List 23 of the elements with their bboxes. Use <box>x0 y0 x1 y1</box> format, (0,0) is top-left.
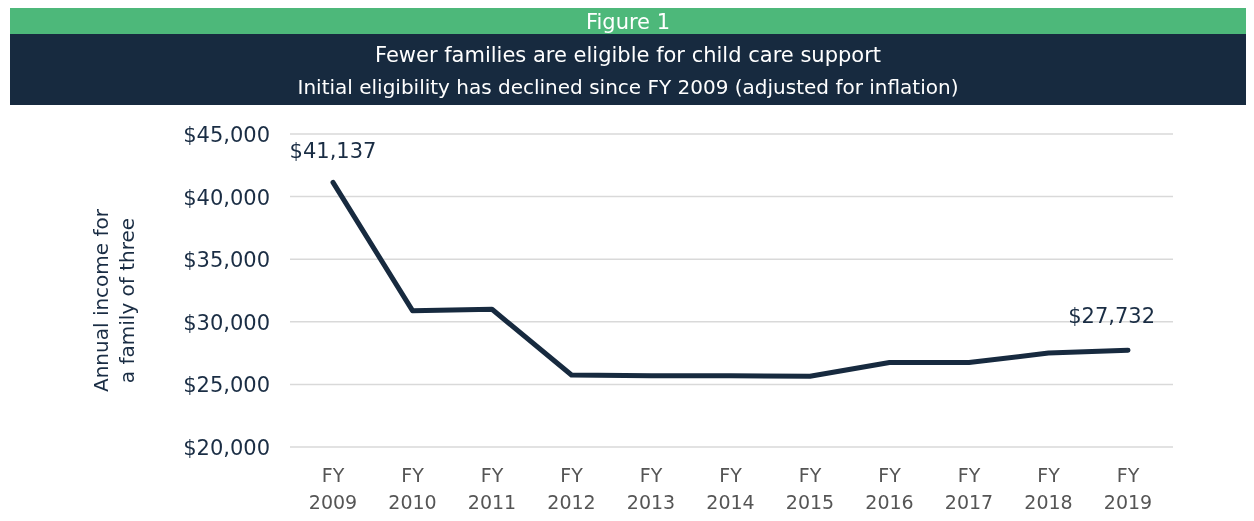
x-tick-label: FY 2010 <box>388 464 437 513</box>
x-tick-label: FY 2009 <box>308 464 358 513</box>
y-tick-label: $40,000 <box>183 185 270 210</box>
x-tick-label: FY 2012 <box>547 464 596 513</box>
x-tick-label: FY 2013 <box>626 464 676 513</box>
annotation: $27,732 <box>1068 304 1155 329</box>
y-tick-label: $45,000 <box>183 123 270 147</box>
x-tick-label: FY 2014 <box>706 464 755 513</box>
annotation: $41,137 <box>289 139 377 164</box>
x-tick-label: FY 2019 <box>1103 464 1153 513</box>
chart-subtitle: Initial eligibility has declined since FY 2009 (adjusted for inflation) <box>297 75 959 99</box>
x-tick-label: FY 2011 <box>467 464 517 513</box>
y-tick-label: $25,000 <box>183 373 270 398</box>
x-tick-label: FY 2016 <box>865 464 914 513</box>
y-tick-label: $20,000 <box>183 436 270 460</box>
y-tick-label: $30,000 <box>183 310 270 335</box>
y-tick-label: $35,000 <box>183 248 270 273</box>
caption: Figure 1 <box>585 10 671 34</box>
x-tick-label: FY 2015 <box>785 464 835 513</box>
chart-title: Fewer families are eligible for child care support <box>374 43 882 67</box>
x-tick-label: FY 2018 <box>1024 464 1073 513</box>
x-tick-label: FY 2017 <box>944 464 994 513</box>
y-axis-title: Annual income for a family of three <box>89 208 139 392</box>
